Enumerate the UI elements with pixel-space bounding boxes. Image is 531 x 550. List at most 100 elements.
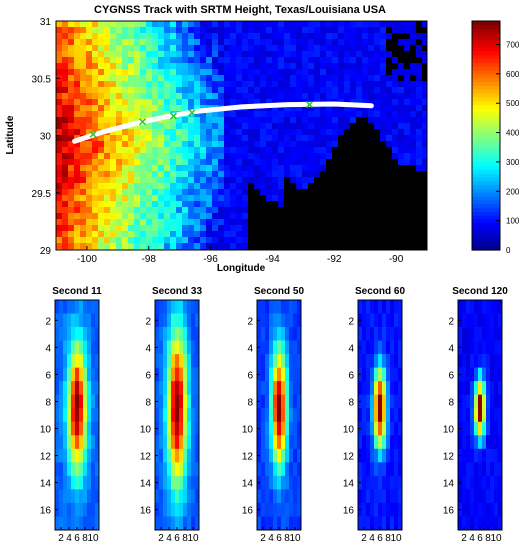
panel-cell xyxy=(75,502,80,517)
panel-cell xyxy=(191,475,196,490)
panel-cell xyxy=(269,381,274,396)
panel-cell xyxy=(382,408,387,423)
panel-cell xyxy=(297,475,302,490)
panel-cell xyxy=(458,516,463,531)
panel-cell xyxy=(269,475,274,490)
panel-cell xyxy=(195,394,200,409)
panel-cell xyxy=(91,381,96,396)
panel-cell xyxy=(155,516,160,531)
panel-y-tick-label: 14 xyxy=(343,479,355,490)
panel-cell xyxy=(498,435,503,450)
panel-cell xyxy=(362,475,367,490)
panel-cell xyxy=(289,381,294,396)
map-x-tick-label: -90 xyxy=(389,254,404,265)
panel-cell xyxy=(285,300,290,314)
panel-cell xyxy=(289,313,294,328)
panel-cell xyxy=(277,300,282,314)
panel-cell xyxy=(155,435,160,450)
panel-cell xyxy=(265,448,270,463)
panel-cell xyxy=(382,435,387,450)
panel-cell xyxy=(394,489,399,504)
panel-cell xyxy=(281,367,286,382)
panel-cell xyxy=(482,435,487,450)
panel-cell xyxy=(498,367,503,382)
panel-cell xyxy=(261,462,266,477)
panel-cell xyxy=(281,462,286,477)
panel-cell xyxy=(273,489,278,504)
panel-cell xyxy=(183,313,188,328)
panel-cell xyxy=(265,516,270,531)
panel-cell xyxy=(277,516,282,531)
panel-x-tick-label: 4 xyxy=(469,533,475,544)
panel-y-tick-label: 10 xyxy=(343,425,355,436)
panel-cell xyxy=(478,300,483,314)
panel-cell xyxy=(257,300,262,314)
panel-cell xyxy=(362,489,367,504)
track-marker xyxy=(89,130,97,138)
panel-cell xyxy=(281,516,286,531)
panel-cell xyxy=(289,516,294,531)
colorbar-tick-label: 0 xyxy=(506,246,511,255)
panel-cell xyxy=(474,381,479,396)
panel-cell xyxy=(370,340,375,355)
panel-cell xyxy=(285,367,290,382)
panel-cell xyxy=(366,435,371,450)
panel-y-tick-label: 2 xyxy=(448,316,454,327)
panel-cell xyxy=(175,340,180,355)
panel-cell xyxy=(187,502,192,517)
panel-cell xyxy=(458,408,463,423)
panel-cell xyxy=(394,408,399,423)
panel-cell xyxy=(79,408,84,423)
panel-cell xyxy=(494,313,499,328)
panel-cell xyxy=(187,421,192,436)
panel-cell xyxy=(362,435,367,450)
panel-cell xyxy=(167,462,172,477)
panel-cell xyxy=(398,502,403,517)
panel-cell xyxy=(75,313,80,328)
panel-cell xyxy=(285,408,290,423)
panel-cell xyxy=(91,300,96,314)
panel-cell xyxy=(179,502,184,517)
panel-cell xyxy=(67,394,72,409)
panel-y-tick-label: 16 xyxy=(242,506,254,517)
panel-cell xyxy=(390,475,395,490)
panel-cell xyxy=(91,502,96,517)
panel-cell xyxy=(398,475,403,490)
panel-cell xyxy=(470,516,475,531)
panel-cell xyxy=(378,516,383,531)
panel-cell xyxy=(83,408,88,423)
panel-title: Second 33 xyxy=(152,286,202,297)
panel-cell xyxy=(466,475,471,490)
panel-cell xyxy=(366,313,371,328)
panel-cell xyxy=(289,421,294,436)
colorbar-frame xyxy=(471,20,501,251)
panel-x-tick-label: 4 xyxy=(268,533,274,544)
panel-cell xyxy=(163,421,168,436)
panel-cell xyxy=(382,516,387,531)
panel-cell xyxy=(63,313,68,328)
panel-cell xyxy=(179,462,184,477)
panel-cell xyxy=(63,448,68,463)
panel-cell xyxy=(273,367,278,382)
panel-cell xyxy=(462,367,467,382)
panel-cell xyxy=(462,381,467,396)
panel-cell xyxy=(191,502,196,517)
panel-cell xyxy=(273,421,278,436)
panel-cell xyxy=(374,475,379,490)
panel-cell xyxy=(374,408,379,423)
panel-cell xyxy=(83,394,88,409)
panel-x-tick-label: 10 xyxy=(87,533,99,544)
panel-cell xyxy=(390,394,395,409)
panel-cell xyxy=(470,300,475,314)
panel-cell xyxy=(179,381,184,396)
map-y-tick-label: 30.5 xyxy=(32,74,52,85)
panel-cell xyxy=(498,516,503,531)
panel-cell xyxy=(466,327,471,341)
panel-cell xyxy=(79,394,84,409)
panel-title: Second 120 xyxy=(452,286,508,297)
panel-cell xyxy=(370,475,375,490)
panel-cell xyxy=(398,313,403,328)
panel-cell xyxy=(498,489,503,504)
panel-cell xyxy=(163,516,168,531)
